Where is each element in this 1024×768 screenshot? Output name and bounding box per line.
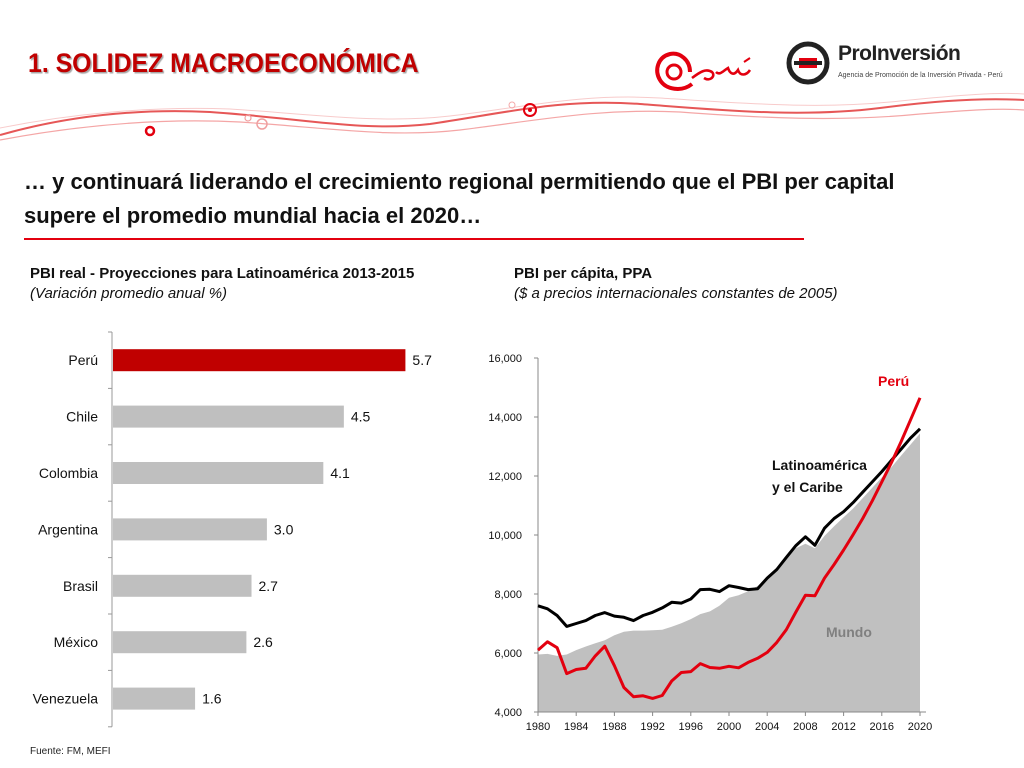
proinversion-logo: ProInversión Agencia de Promoción de la … xyxy=(786,40,1003,88)
y-tick-label: 14,000 xyxy=(488,412,522,424)
bar-chile xyxy=(113,405,344,428)
slide-subtitle: … y continuará liderando el crecimiento … xyxy=(24,169,895,228)
line-chart-title: PBI per cápita, PPA xyxy=(514,265,653,282)
bar-colombia xyxy=(113,462,324,484)
line-chart-gdp-per-capita: 4,000 6,000 8,000 10,000 12,000 14,000 16,000 1… xyxy=(488,353,932,733)
line-chart-header: PBI per cápita, PPA ($ a precios interna… xyxy=(514,264,838,304)
proinversion-tagline: Agencia de Promoción de la Inversión Pri… xyxy=(838,72,1003,79)
source-note: Fuente: FM, MEFI xyxy=(30,746,111,757)
bar-chart-subtitle: (Variación promedio anual %) xyxy=(30,285,228,302)
series-label-latinoamerica: Latinoamérica xyxy=(772,457,867,473)
x-tick-label: 2016 xyxy=(870,721,894,733)
bar-value-label: 1.6 xyxy=(202,691,222,707)
bar-peru xyxy=(113,349,406,372)
y-tick-label: 12,000 xyxy=(488,471,522,483)
line-chart-subtitle: ($ a precios internacionales constantes … xyxy=(514,285,838,302)
bar-venezuela xyxy=(113,687,196,710)
bar-argentina xyxy=(113,518,267,541)
series-area-mundo xyxy=(538,433,920,712)
bar-category-label: Perú xyxy=(68,352,98,368)
bar-category-label: Colombia xyxy=(39,465,98,481)
x-tick-label: 2004 xyxy=(755,721,779,733)
bar-value-label: 2.7 xyxy=(259,578,279,594)
y-tick-label: 4,000 xyxy=(494,707,522,719)
proinversion-name: ProInversión xyxy=(838,42,961,65)
bar-value-label: 2.6 xyxy=(253,634,273,650)
series-line-peru xyxy=(537,397,922,700)
bar-chart-header: PBI real - Proyecciones para Latinoaméri… xyxy=(30,264,414,304)
peru-logo xyxy=(650,42,768,100)
bar-chart-title: PBI real - Proyecciones para Latinoaméri… xyxy=(30,265,415,282)
bar-category-label: Argentina xyxy=(38,521,98,537)
x-tick-label: 1996 xyxy=(679,721,703,733)
y-tick-label: 6,000 xyxy=(494,648,522,660)
bar-category-label: México xyxy=(54,634,99,650)
series-label-mundo: Mundo xyxy=(826,624,872,640)
bar-category-label: Brasil xyxy=(63,578,98,594)
y-tick-label: 16,000 xyxy=(488,353,522,365)
y-tick-label: 10,000 xyxy=(488,530,522,542)
x-tick-label: 1984 xyxy=(564,721,588,733)
red-divider-line xyxy=(24,238,804,240)
series-line-latinoamerica xyxy=(537,427,922,628)
decorative-swirl-banner xyxy=(0,92,1024,141)
x-tick-label: 1980 xyxy=(526,721,550,733)
series-label-latinoamerica-line2: y el Caribe xyxy=(772,479,843,495)
bar-value-label: 5.7 xyxy=(412,352,432,368)
x-tick-label: 1992 xyxy=(640,721,664,733)
y-tick-label: 8,000 xyxy=(494,589,522,601)
bar-category-label: Venezuela xyxy=(33,691,99,707)
x-tick-label: 2008 xyxy=(793,721,817,733)
x-tick-label: 2020 xyxy=(908,721,932,733)
bar-brasil xyxy=(113,574,252,597)
page-title: 1. SOLIDEZ MACROECONÓMICA xyxy=(28,48,419,78)
bar-value-label: 3.0 xyxy=(274,521,294,537)
series-label-peru: Perú xyxy=(878,373,909,389)
bar-mexico xyxy=(113,631,247,654)
bar-category-label: Chile xyxy=(66,409,98,425)
x-tick-label: 1988 xyxy=(602,721,626,733)
bar-chart-gdp-growth: Perú 5.7 Chile 4.5 Colombia 4.1 Argentina 3.0 Br… xyxy=(33,331,432,728)
x-tick-label: 2012 xyxy=(831,721,855,733)
bar-value-label: 4.5 xyxy=(351,409,371,425)
bar-value-label: 4.1 xyxy=(330,465,350,481)
x-tick-label: 2000 xyxy=(717,721,741,733)
